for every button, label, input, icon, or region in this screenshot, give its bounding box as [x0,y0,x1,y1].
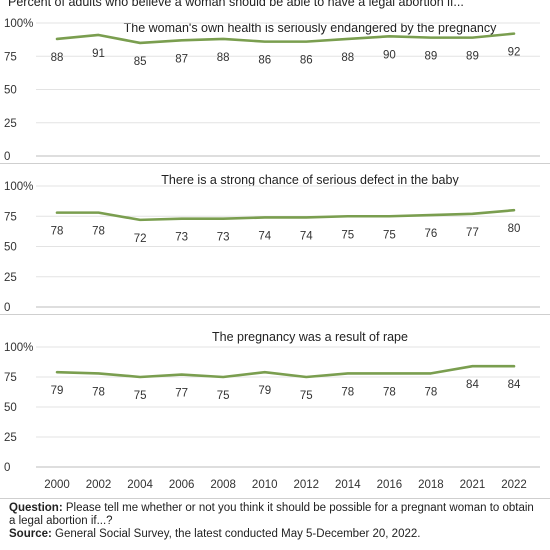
x-tick-label-2006: 2006 [169,479,195,491]
data-label-2004: 72 [134,233,147,245]
data-label-2016: 78 [383,386,396,398]
y-tick-label: 50 [4,242,17,254]
y-tick-label: 75 [4,51,17,63]
data-label-2008: 73 [217,232,230,244]
data-label-2012: 74 [300,230,313,242]
y-tick-label: 25 [4,432,17,444]
x-tick-label-2021: 2021 [460,479,486,491]
y-tick-label: 75 [4,211,17,223]
chart-title: There is a strong chance of serious defe… [161,173,459,187]
data-label-2008: 75 [217,390,230,402]
data-label-2002: 78 [92,226,105,238]
y-tick-label: 100% [4,342,33,354]
question-text: Please tell me whether or not you think … [9,502,534,527]
x-tick-label-2002: 2002 [86,479,112,491]
x-tick-label-2004: 2004 [127,479,153,491]
data-label-2002: 78 [92,386,105,398]
y-tick-label: 100% [4,181,33,193]
series-line [55,364,516,379]
data-label-2000: 79 [51,385,64,397]
data-label-2018: 78 [425,386,438,398]
x-tick-label-2022: 2022 [501,479,527,491]
x-tick-label-2016: 2016 [377,479,403,491]
data-label-2010: 86 [258,55,271,67]
footer: Question: Please tell me whether or not … [9,502,543,541]
panel-defect: There is a strong chance of serious defe… [0,164,550,315]
chart-svg-1: The woman's own health is seriously enda… [4,18,540,163]
chart-svg-2: There is a strong chance of serious defe… [4,173,540,314]
panel-health: The woman's own health is seriously enda… [0,13,550,164]
x-tick-label-2012: 2012 [293,479,319,491]
data-label-2021: 84 [466,379,479,391]
data-label-2004: 85 [134,56,147,68]
data-label-2012: 86 [300,55,313,67]
data-label-2014: 78 [341,386,354,398]
chart-svg-3: The pregnancy was a result of rape 0 25 50 7… [4,330,540,491]
series-line [55,32,516,45]
data-label-2021: 89 [466,51,479,63]
y-tick-label: 75 [4,372,17,384]
data-label-2006: 77 [175,388,188,400]
question-note: Question: Please tell me whether or not … [9,502,543,528]
chart-title: The woman's own health is seriously enda… [124,21,497,35]
data-label-2006: 87 [175,53,188,65]
data-label-2014: 88 [341,52,354,64]
chart-subtitle: Percent of adults who believe a woman sh… [8,0,464,9]
data-label-2004: 75 [134,390,147,402]
y-tick-label: 25 [4,272,17,284]
data-label-2021: 77 [466,227,479,239]
data-label-2000: 78 [51,226,64,238]
data-label-2010: 79 [258,385,271,397]
x-tick-label-2000: 2000 [44,479,70,491]
data-label-2022: 92 [508,47,521,59]
source-text: General Social Survey, the latest conduc… [55,528,421,540]
series-line [55,208,516,222]
data-label-2018: 76 [425,228,438,240]
panel-rape: The pregnancy was a result of rape 0 25 50 7… [0,315,550,499]
data-label-2000: 88 [51,52,64,64]
data-label-2014: 75 [341,229,354,241]
y-tick-label: 100% [4,18,33,30]
y-tick-label: 0 [4,462,10,474]
x-tick-label-2008: 2008 [210,479,236,491]
x-tick-label-2014: 2014 [335,479,361,491]
data-label-2012: 75 [300,390,313,402]
source-note: Source: General Social Survey, the lates… [9,528,543,541]
y-tick-label: 50 [4,85,17,97]
data-label-2002: 91 [92,48,105,60]
data-label-2016: 75 [383,229,396,241]
y-tick-label: 0 [4,151,10,163]
chart-title: The pregnancy was a result of rape [212,330,408,344]
data-label-2022: 84 [508,379,521,391]
data-label-2022: 80 [508,223,521,235]
data-label-2008: 88 [217,52,230,64]
source-label: Source: [9,528,52,540]
data-label-2018: 89 [425,51,438,63]
data-label-2016: 90 [383,49,396,61]
question-label: Question: [9,502,63,514]
y-tick-label: 0 [4,302,10,314]
y-tick-label: 25 [4,118,17,130]
x-tick-label-2010: 2010 [252,479,278,491]
data-label-2006: 73 [175,232,188,244]
x-tick-label-2018: 2018 [418,479,444,491]
y-tick-label: 50 [4,402,17,414]
data-label-2010: 74 [258,230,271,242]
